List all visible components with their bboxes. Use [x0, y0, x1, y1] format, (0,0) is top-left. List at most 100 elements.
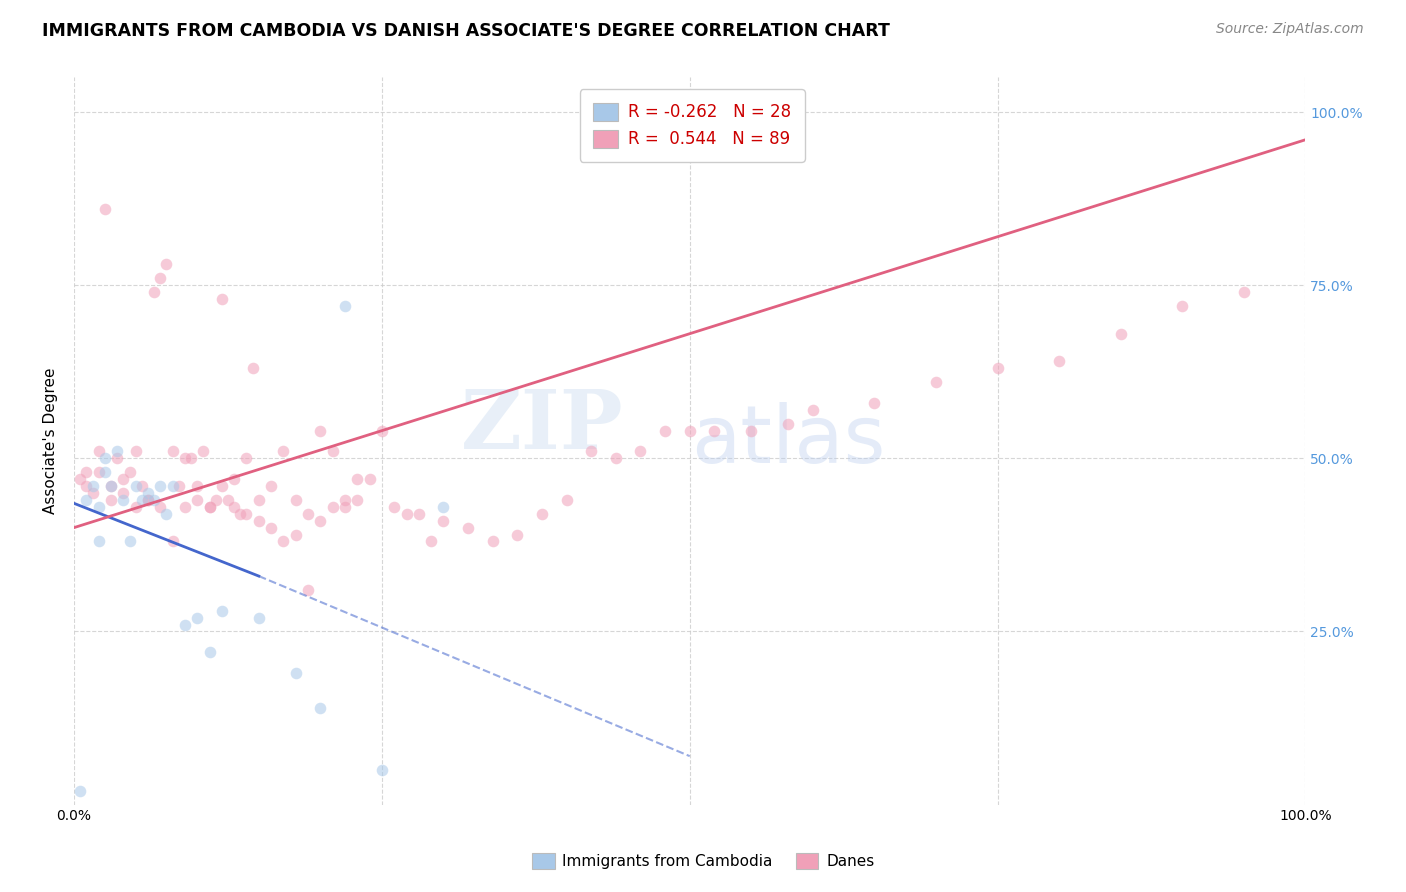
Point: [530, 507, 553, 521]
Point: [359, 472, 381, 486]
Point: [284, 527, 307, 541]
Point: [801, 402, 824, 417]
Point: [333, 492, 356, 507]
Point: [149, 500, 172, 514]
Point: [309, 514, 332, 528]
Point: [247, 492, 270, 507]
Point: [174, 617, 197, 632]
Text: Source: ZipAtlas.com: Source: ZipAtlas.com: [1216, 22, 1364, 37]
Point: [371, 763, 394, 777]
Point: [260, 520, 283, 534]
Point: [136, 486, 159, 500]
Point: [198, 645, 221, 659]
Point: [420, 534, 443, 549]
Point: [162, 444, 184, 458]
Point: [136, 492, 159, 507]
Point: [987, 361, 1010, 376]
Point: [105, 451, 128, 466]
Point: [162, 534, 184, 549]
Point: [100, 479, 122, 493]
Point: [124, 500, 146, 514]
Point: [82, 486, 104, 500]
Point: [75, 492, 97, 507]
Point: [131, 492, 153, 507]
Point: [247, 514, 270, 528]
Point: [100, 479, 122, 493]
Point: [124, 444, 146, 458]
Point: [94, 465, 117, 479]
Point: [211, 292, 233, 306]
Point: [333, 299, 356, 313]
Point: [87, 444, 110, 458]
Point: [136, 492, 159, 507]
Point: [432, 500, 454, 514]
Point: [155, 507, 177, 521]
Point: [432, 514, 454, 528]
Point: [124, 479, 146, 493]
Point: [1171, 299, 1194, 313]
Point: [1109, 326, 1132, 341]
Point: [204, 492, 226, 507]
Point: [82, 479, 104, 493]
Text: IMMIGRANTS FROM CAMBODIA VS DANISH ASSOCIATE'S DEGREE CORRELATION CHART: IMMIGRANTS FROM CAMBODIA VS DANISH ASSOC…: [42, 22, 890, 40]
Point: [309, 424, 332, 438]
Point: [284, 666, 307, 681]
Point: [395, 507, 418, 521]
Point: [247, 610, 270, 624]
Point: [346, 472, 368, 486]
Point: [75, 479, 97, 493]
Point: [346, 492, 368, 507]
Point: [75, 465, 97, 479]
Point: [322, 500, 344, 514]
Point: [94, 451, 117, 466]
Point: [555, 492, 578, 507]
Point: [273, 444, 295, 458]
Point: [118, 534, 141, 549]
Point: [235, 451, 257, 466]
Text: atlas: atlas: [692, 402, 886, 480]
Point: [1047, 354, 1070, 368]
Point: [105, 444, 128, 458]
Point: [180, 451, 202, 466]
Point: [382, 500, 405, 514]
Point: [408, 507, 430, 521]
Legend: Immigrants from Cambodia, Danes: Immigrants from Cambodia, Danes: [526, 847, 880, 875]
Point: [198, 500, 221, 514]
Point: [457, 520, 479, 534]
Point: [143, 285, 166, 300]
Point: [87, 465, 110, 479]
Point: [186, 479, 208, 493]
Point: [481, 534, 503, 549]
Point: [224, 472, 246, 486]
Point: [87, 500, 110, 514]
Point: [309, 700, 332, 714]
Point: [284, 492, 307, 507]
Point: [167, 479, 190, 493]
Point: [174, 451, 197, 466]
Point: [260, 479, 283, 493]
Point: [297, 582, 319, 597]
Point: [198, 500, 221, 514]
Point: [235, 507, 257, 521]
Point: [371, 424, 394, 438]
Point: [118, 465, 141, 479]
Point: [217, 492, 239, 507]
Point: [112, 492, 135, 507]
Point: [162, 479, 184, 493]
Point: [149, 271, 172, 285]
Point: [297, 507, 319, 521]
Point: [211, 604, 233, 618]
Point: [87, 534, 110, 549]
Point: [112, 472, 135, 486]
Point: [322, 444, 344, 458]
Point: [174, 500, 197, 514]
Point: [333, 500, 356, 514]
Point: [925, 375, 948, 389]
Point: [242, 361, 264, 376]
Point: [69, 472, 91, 486]
Point: [193, 444, 215, 458]
Point: [630, 444, 652, 458]
Point: [273, 534, 295, 549]
Legend: R = -0.262   N = 28, R =  0.544   N = 89: R = -0.262 N = 28, R = 0.544 N = 89: [579, 89, 804, 161]
Point: [69, 784, 91, 798]
